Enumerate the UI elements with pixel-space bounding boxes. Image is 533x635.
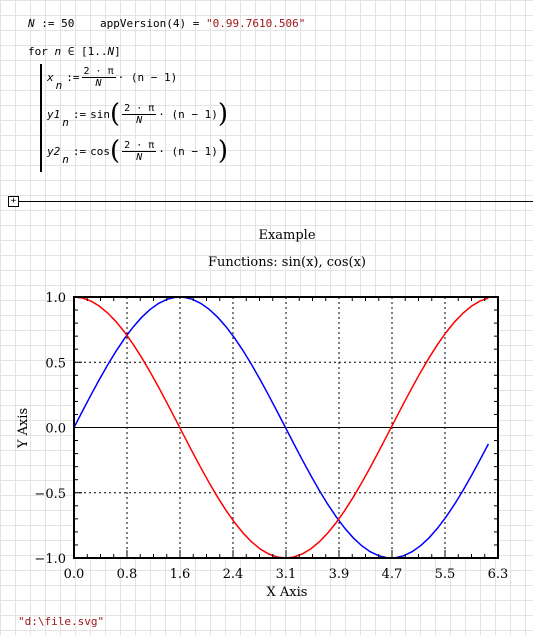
y2-name: y2	[47, 144, 61, 158]
y-tick-label: −1.0	[34, 552, 66, 567]
y1-func: sin	[90, 107, 110, 121]
region-separator	[19, 201, 533, 202]
for-keyword: for	[28, 45, 48, 58]
region-toggle-icon[interactable]: +	[8, 196, 19, 207]
y1-name: y1	[47, 107, 61, 121]
x-tick-label: 2.4	[223, 567, 244, 582]
range-dots: ..	[94, 45, 108, 58]
x-fraction: 2 · π N	[81, 66, 116, 89]
y2-func: cos	[90, 144, 110, 158]
y1-assign: :=	[72, 107, 87, 121]
sin-series-line	[73, 296, 490, 559]
x-tick-label: 3.1	[276, 567, 297, 582]
chart-title: Example	[258, 228, 315, 243]
y2-tail: · (n − 1)	[158, 144, 218, 158]
n-assign: :=	[41, 17, 55, 30]
y2-sub: n	[62, 152, 69, 166]
n-value: 50	[61, 17, 75, 30]
x-sub: n	[55, 79, 63, 92]
n-definition[interactable]: N := 50	[28, 17, 74, 30]
y2-den: N	[136, 151, 143, 163]
y-tick-label: 0.0	[45, 422, 66, 437]
app-version-arg: 4	[172, 17, 180, 30]
y2-assign: :=	[72, 144, 87, 158]
for-loop-header[interactable]: for n ∈ [1..N]	[28, 45, 121, 58]
app-version-eq: =	[192, 17, 200, 30]
y-tick-label: 0.5	[45, 356, 66, 371]
x-tick-label: 0.8	[117, 567, 138, 582]
x-tick-label: 1.6	[170, 567, 191, 582]
x-tick-label: 0.0	[64, 567, 85, 582]
plot-ticks: 0.0 0.8 1.6 2.4 3.1 3.9 4.7 5.5 6.3 1.0 0.5 0.0 −0.5…	[34, 291, 508, 582]
y-tick-label: 1.0	[45, 291, 66, 306]
y1-sub: n	[62, 115, 69, 129]
app-version-value: "0.99.7610.506"	[205, 17, 306, 30]
y2-fraction: 2 · π N	[122, 139, 157, 163]
y1-num: 2 · π	[122, 102, 157, 115]
y1-paren-open: (	[110, 99, 121, 129]
y1-fraction: 2 · π N	[122, 102, 157, 126]
x-axis-label: X Axis	[267, 585, 308, 600]
x-tick-label: 3.9	[329, 567, 350, 582]
range-close: ]	[114, 45, 121, 58]
loop-body-bar	[40, 64, 42, 172]
range-start: 1	[87, 45, 95, 58]
range-open: [	[81, 45, 88, 58]
x-den: N	[95, 78, 102, 89]
n-var: N	[28, 17, 35, 30]
app-version-func: appVersion	[100, 17, 167, 30]
x-assign: :=	[66, 71, 80, 84]
y1-assignment[interactable]: y1 n := sin ( 2 · π N · (n − 1) )	[47, 99, 229, 129]
y2-paren-close: )	[217, 136, 229, 166]
y2-num: 2 · π	[122, 139, 157, 152]
y2-paren-open: (	[110, 136, 121, 166]
x-tick-label: 6.3	[488, 567, 509, 582]
range-end: N	[107, 45, 115, 58]
y1-paren-close: )	[217, 99, 229, 129]
x-name: x	[47, 71, 54, 84]
x-num: 2 · π	[81, 66, 116, 78]
y1-tail: · (n − 1)	[158, 107, 218, 121]
chart-subtitle: Functions: sin(x), cos(x)	[208, 255, 366, 270]
function-chart: Example Functions: sin(x), cos(x) 0.0 0.8…	[16, 228, 508, 600]
y2-assignment[interactable]: y2 n := cos ( 2 · π N · (n − 1) )	[47, 136, 229, 166]
for-in: ∈	[67, 45, 75, 58]
x-tick-label: 5.5	[435, 567, 456, 582]
file-path-string[interactable]: "d:\file.svg"	[18, 615, 105, 628]
y-tick-label: −0.5	[34, 487, 66, 502]
x-tick-label: 4.7	[382, 567, 403, 582]
x-tail: · (n − 1)	[117, 71, 178, 84]
x-assignment[interactable]: x n := 2 · π N · (n − 1)	[47, 66, 178, 92]
for-var: n	[54, 45, 62, 58]
app-version-expression[interactable]: appVersion(4) = "0.99.7610.506"	[100, 17, 306, 30]
y1-den: N	[136, 114, 143, 126]
y-axis-label: Y Axis	[16, 408, 31, 449]
